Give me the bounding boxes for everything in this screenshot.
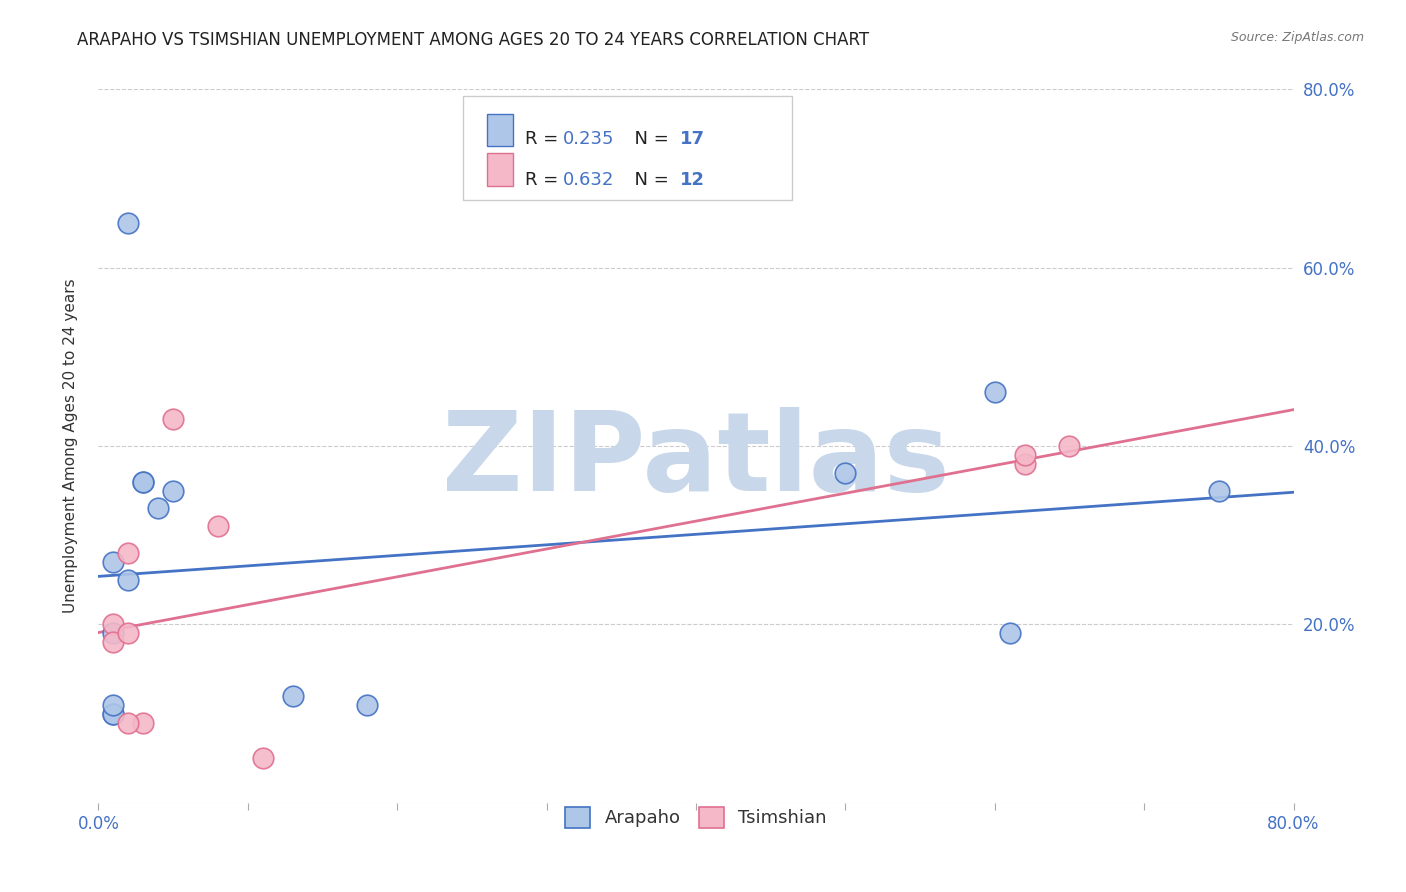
Point <box>132 475 155 489</box>
Point <box>834 466 856 480</box>
Text: 17: 17 <box>681 130 706 148</box>
Text: 12: 12 <box>681 171 706 189</box>
Point <box>103 706 125 721</box>
Point <box>117 573 139 587</box>
FancyBboxPatch shape <box>463 96 792 200</box>
Point <box>117 546 139 560</box>
FancyBboxPatch shape <box>486 153 513 186</box>
Text: R =: R = <box>524 130 564 148</box>
Text: Source: ZipAtlas.com: Source: ZipAtlas.com <box>1230 31 1364 45</box>
Point <box>148 501 170 516</box>
Point <box>103 698 125 712</box>
Point <box>103 635 125 649</box>
Point <box>103 626 125 640</box>
Point <box>103 706 125 721</box>
Point <box>103 555 125 569</box>
Point <box>984 385 1007 400</box>
Point <box>132 475 155 489</box>
Point <box>281 689 304 703</box>
Text: ARAPAHO VS TSIMSHIAN UNEMPLOYMENT AMONG AGES 20 TO 24 YEARS CORRELATION CHART: ARAPAHO VS TSIMSHIAN UNEMPLOYMENT AMONG … <box>77 31 869 49</box>
Point <box>117 626 139 640</box>
FancyBboxPatch shape <box>486 114 513 146</box>
Text: ZIPatlas: ZIPatlas <box>441 407 950 514</box>
Point <box>207 519 229 533</box>
Text: 0.235: 0.235 <box>564 130 614 148</box>
Point <box>132 715 155 730</box>
Point <box>1014 457 1036 471</box>
Point <box>162 483 184 498</box>
Text: R =: R = <box>524 171 564 189</box>
Point <box>117 216 139 230</box>
Point <box>356 698 378 712</box>
Text: 0.632: 0.632 <box>564 171 614 189</box>
Point <box>252 751 274 765</box>
Point <box>162 412 184 426</box>
Text: N =: N = <box>623 171 675 189</box>
Point <box>1014 448 1036 462</box>
Text: N =: N = <box>623 130 675 148</box>
Y-axis label: Unemployment Among Ages 20 to 24 years: Unemployment Among Ages 20 to 24 years <box>63 278 77 614</box>
Legend: Arapaho, Tsimshian: Arapaho, Tsimshian <box>555 797 837 837</box>
Point <box>1059 439 1081 453</box>
Point <box>1208 483 1230 498</box>
Point <box>117 715 139 730</box>
Point <box>103 617 125 632</box>
Point <box>998 626 1021 640</box>
